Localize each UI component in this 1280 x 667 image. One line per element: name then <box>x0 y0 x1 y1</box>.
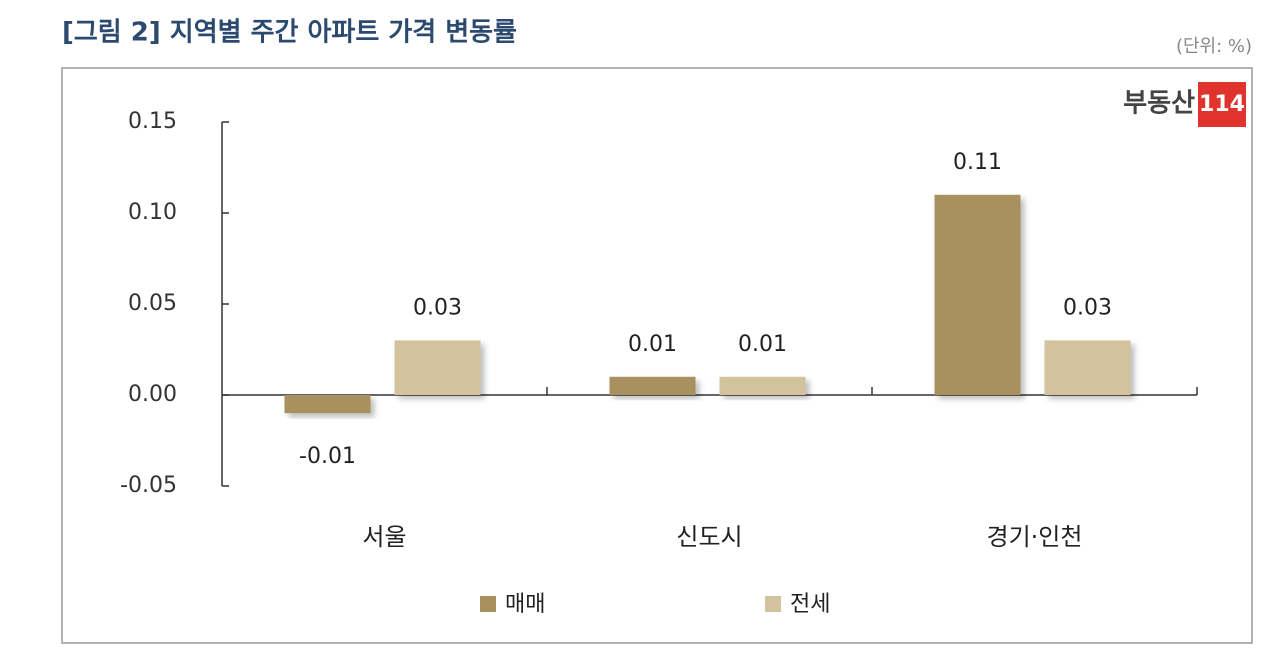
value-label: 0.11 <box>953 150 1002 175</box>
legend-label: 전세 <box>790 592 830 617</box>
frame <box>61 67 1253 644</box>
x-tick-label: 신도시 <box>676 523 742 551</box>
y-tick-label: -0.05 <box>120 473 177 498</box>
chart-title: [그림 2] 지역별 주간 아파트 가격 변동률 <box>62 18 517 48</box>
legend-swatch <box>765 596 781 612</box>
unit-label: (단위: %) <box>1176 36 1252 57</box>
bar <box>609 376 696 395</box>
value-label: 0.03 <box>1063 295 1112 320</box>
bar <box>719 376 806 395</box>
logo-box <box>1198 82 1246 127</box>
value-label: -0.01 <box>299 444 356 469</box>
x-tick-label: 경기·인천 <box>987 523 1083 551</box>
y-tick-label: 0.05 <box>128 291 177 316</box>
bar <box>394 340 481 395</box>
logo-name: 부동산 <box>1123 89 1195 119</box>
legend-label: 매매 <box>505 592 545 617</box>
logo-number: 114 <box>1199 92 1245 117</box>
value-label: 0.01 <box>628 332 677 357</box>
legend-swatch <box>480 596 496 612</box>
x-tick-label: 서울 <box>362 523 406 551</box>
value-label: 0.01 <box>738 332 787 357</box>
bar <box>934 194 1021 395</box>
bar <box>1044 340 1131 395</box>
value-label: 0.03 <box>413 295 462 320</box>
y-tick-label: 0.00 <box>128 382 177 407</box>
y-tick-label: 0.10 <box>128 200 177 225</box>
y-tick-label: 0.15 <box>128 109 177 134</box>
bar <box>284 395 371 414</box>
